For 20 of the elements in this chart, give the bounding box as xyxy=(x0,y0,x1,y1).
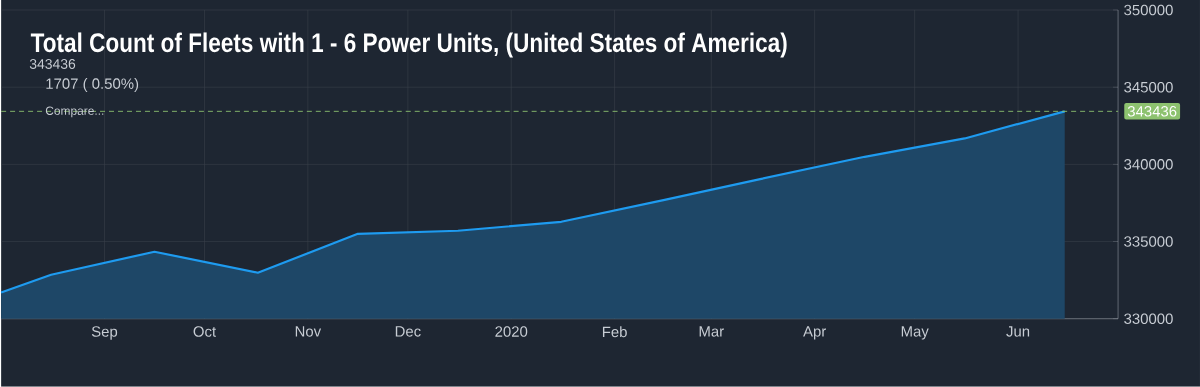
x-tick-label: Apr xyxy=(803,326,827,340)
x-tick-label: Oct xyxy=(193,326,217,337)
y-tick-label: 335000 xyxy=(1124,236,1173,247)
annotation: Compare... xyxy=(45,106,104,118)
y-tick-label: 340000 xyxy=(1124,159,1173,170)
x-tick-label: May xyxy=(901,326,929,340)
x-tick-label: Sep xyxy=(91,326,118,340)
y-tick-label: 330000 xyxy=(1124,313,1173,325)
y-tick-label: 345000 xyxy=(1124,82,1173,93)
x-tick-label: Nov xyxy=(295,326,322,337)
x-tick-label: Mar xyxy=(699,326,724,337)
x-tick-label: Feb xyxy=(602,326,627,338)
x-tick-label: Dec xyxy=(395,326,421,337)
x-tick-label: Jun xyxy=(1006,326,1030,337)
annotation: 1707 ( 0.50%) xyxy=(46,78,139,93)
text: Total Count of Fleets with 1 - 6 Power Units, (United States of America) xyxy=(30,32,787,58)
ref-line-label: 343436 xyxy=(1127,106,1177,117)
annotation: 343436 xyxy=(29,59,76,70)
y-tick-label: 350000 xyxy=(1124,4,1173,16)
x-tick-label: 2020 xyxy=(495,326,528,337)
